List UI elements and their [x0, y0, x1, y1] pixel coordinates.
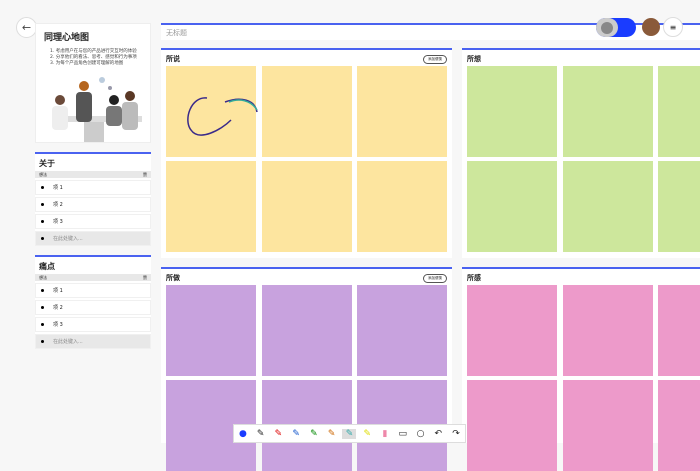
sticky-note[interactable] — [357, 285, 447, 376]
sticky-note[interactable] — [658, 380, 700, 471]
ink-stroke — [187, 97, 258, 136]
sticky-note[interactable] — [467, 285, 557, 376]
pen-rainbow-icon[interactable]: ✎ — [327, 428, 336, 439]
add-item-input[interactable]: 在此处键入... — [35, 334, 151, 349]
pen-red-icon[interactable]: ✎ — [274, 428, 283, 439]
intro-title: 同理心地图 — [44, 33, 90, 43]
sticky-note[interactable] — [166, 66, 256, 157]
list-item[interactable]: 项 3 — [35, 214, 151, 229]
section-pain-points: 痛点 想法 赞 项 1 项 2 项 3 在此处键入... — [35, 255, 151, 349]
column-header: 赞 — [143, 172, 147, 177]
presence-toggle[interactable] — [596, 18, 636, 37]
sticky-note[interactable] — [261, 285, 352, 376]
sticky-note[interactable] — [562, 161, 653, 252]
sticky-note[interactable] — [467, 380, 557, 471]
quadrant-title: 所想 — [467, 55, 481, 63]
add-note-button[interactable]: 添加便笺 — [423, 55, 447, 64]
pen-selected-icon[interactable]: ✎ — [342, 428, 357, 439]
ruler-icon[interactable]: ▭ — [398, 428, 408, 439]
title-input[interactable]: 无标题 — [161, 23, 700, 40]
add-item-input[interactable]: 在此处键入... — [35, 231, 151, 246]
list-item[interactable]: 项 2 — [35, 300, 151, 315]
redo-icon[interactable]: ↷ — [452, 428, 460, 439]
sticky-note[interactable] — [562, 380, 653, 471]
quadrant-1: 所想 — [462, 48, 700, 258]
quadrant-title: 所说 — [166, 55, 180, 63]
sticky-note[interactable] — [562, 285, 653, 376]
sticky-note[interactable] — [357, 66, 447, 157]
sticky-note[interactable] — [467, 161, 557, 252]
sticky-note[interactable] — [261, 66, 352, 157]
list-item[interactable]: 项 2 — [35, 197, 151, 212]
select-icon[interactable]: ● — [238, 428, 247, 439]
sticky-note[interactable] — [166, 161, 256, 252]
back-button[interactable]: ← — [16, 17, 37, 38]
quadrant-0: 所说 添加便笺 — [161, 48, 452, 258]
section-title: 痛点 — [39, 262, 55, 271]
sticky-note[interactable] — [658, 66, 700, 157]
section-about: 关于 想法 赞 项 1 项 2 项 3 在此处键入... — [35, 152, 151, 246]
quadrant-title: 所做 — [166, 274, 180, 282]
list-item[interactable]: 项 1 — [35, 283, 151, 298]
sticky-note[interactable] — [357, 161, 447, 252]
column-header: 想法 — [39, 275, 47, 280]
list-item[interactable]: 项 1 — [35, 180, 151, 195]
sticky-note[interactable] — [166, 285, 256, 376]
eraser-icon[interactable]: ▮ — [382, 428, 388, 439]
sticky-note[interactable] — [658, 285, 700, 376]
list-item[interactable]: 项 3 — [35, 317, 151, 332]
user-icon — [601, 21, 613, 34]
pen-blue-icon[interactable]: ✎ — [292, 428, 300, 439]
sticky-note[interactable] — [658, 161, 700, 252]
step: 3. 为每个产品角色创建可理解的地图 — [50, 61, 124, 66]
sticky-note[interactable] — [467, 66, 557, 157]
section-title: 关于 — [39, 159, 55, 168]
step: 1. 考虑用户在与您的产品进行交互时的体验 — [50, 49, 137, 54]
step: 2. 分享他们的看法、思考、感觉和行为事项 — [50, 55, 137, 60]
avatar[interactable] — [642, 18, 660, 36]
column-header: 想法 — [39, 172, 47, 177]
pen-green-icon[interactable]: ✎ — [310, 428, 318, 439]
add-note-button[interactable]: 添加便笺 — [423, 274, 447, 283]
pen-black-icon[interactable]: ✎ — [256, 428, 265, 439]
intro-card: 同理心地图 1. 考虑用户在与您的产品进行交互时的体验 2. 分享他们的看法、思… — [35, 23, 151, 143]
quadrant-3: 所感 — [462, 267, 700, 471]
lasso-icon[interactable]: ○ — [416, 428, 425, 439]
undo-icon[interactable]: ↶ — [434, 428, 443, 439]
column-header: 赞 — [143, 275, 147, 280]
quadrant-title: 所感 — [467, 274, 481, 282]
sticky-note[interactable] — [562, 66, 653, 157]
sticky-note[interactable] — [261, 161, 352, 252]
quadrant-2: 所做 添加便笺 — [161, 267, 452, 471]
menu-icon[interactable]: ≡ — [663, 17, 683, 37]
ink-toolbar: ● ✎ ✎ ✎ ✎ ✎ ✎ ✎ ▮ ▭ ○ ↶ ↷ — [233, 424, 466, 443]
meeting-illustration — [52, 77, 142, 142]
highlighter-icon[interactable]: ✎ — [363, 428, 371, 439]
